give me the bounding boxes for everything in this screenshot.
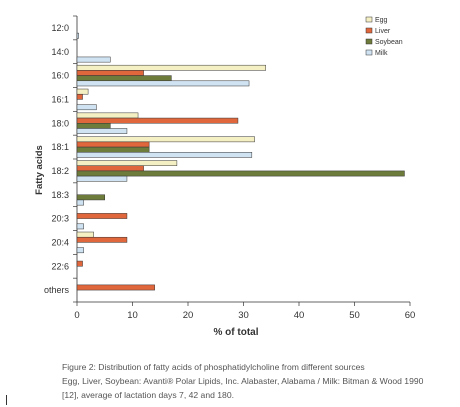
bar-milk-18-3 — [76, 199, 84, 206]
bar-egg-18-2 — [76, 160, 178, 166]
caption-line-1: Figure 2: Distribution of fatty acids of… — [62, 362, 365, 372]
y-category-label: others — [44, 285, 70, 295]
y-category-label: 18:3 — [51, 190, 69, 200]
caption-line-2: Egg, Liver, Soybean: Avanti® Polar Lipid… — [62, 376, 424, 386]
x-tick-label: 10 — [127, 310, 138, 321]
bar-liver-18-2 — [76, 165, 144, 172]
x-tick-label: 60 — [405, 310, 416, 321]
bar-egg-18-1 — [76, 136, 255, 143]
x-tick-label: 0 — [74, 310, 79, 321]
legend-label-egg: Egg — [375, 17, 388, 24]
x-axis-label: % of total — [214, 327, 259, 338]
y-category-label: 14:0 — [51, 47, 69, 57]
bar-milk-18-0 — [76, 128, 128, 134]
bar-egg-18-0 — [76, 112, 139, 119]
legend-label-liver: Liver — [375, 28, 391, 35]
bar-milk-20-4 — [76, 247, 84, 254]
x-tick-label: 40 — [294, 310, 305, 321]
y-category-label: 16:0 — [51, 71, 69, 81]
y-axis-label: Fatty acids — [34, 145, 45, 195]
bar-egg-16-0 — [76, 64, 266, 71]
bar-liver-others — [76, 284, 155, 291]
x-tick-labels: 0 10 20 30 40 50 60 — [74, 302, 415, 321]
margin-mark — [6, 395, 7, 405]
bar-soybean-18-2 — [76, 170, 405, 177]
bar-milk-16-0 — [76, 80, 250, 87]
y-category-label: 12:0 — [51, 23, 69, 33]
bar-liver-22-6 — [76, 260, 83, 267]
caption-line-3: [12], average of lactation days 7, 42 an… — [62, 390, 234, 400]
y-category-label: 20:4 — [51, 237, 69, 247]
bar-milk-12-0 — [76, 32, 79, 39]
x-tick-label: 20 — [183, 310, 194, 321]
legend: Egg Liver Soybean Milk — [365, 16, 403, 57]
legend-swatch-egg — [365, 16, 373, 23]
bar-liver-20-4 — [76, 236, 128, 243]
bar-egg-16-1 — [76, 88, 89, 95]
x-tick-label: 30 — [238, 310, 249, 321]
plot-frame — [73, 15, 410, 303]
bar-liver-16-0 — [76, 70, 144, 76]
y-category-label: 22:6 — [51, 261, 69, 271]
bar-egg-20-4 — [76, 231, 94, 238]
y-category-labels: 12:0 14:0 16:0 16:1 18:0 18:1 18:2 18:3 20:3 20:4… — [44, 23, 70, 295]
legend-label-milk: Milk — [375, 50, 388, 57]
bar-liver-20-3 — [76, 213, 128, 219]
legend-label-soybean: Soybean — [375, 39, 403, 46]
bar-milk-14-0 — [76, 56, 111, 63]
y-category-label: 20:3 — [51, 214, 69, 224]
bar-milk-18-2 — [76, 175, 128, 182]
fatty-acid-bar-chart: 12:0 14:0 16:0 16:1 18:0 18:1 18:2 18:3 20:3 20:4… — [34, 15, 415, 338]
bar-milk-20-3 — [76, 223, 84, 230]
figure-caption: Figure 2: Distribution of fatty acids of… — [62, 360, 457, 402]
bar-milk-18-1 — [76, 152, 253, 158]
bar-soybean-18-0 — [76, 123, 111, 129]
y-category-label: 18:2 — [51, 166, 69, 176]
legend-swatch-soybean — [365, 38, 373, 45]
legend-swatch-milk — [365, 49, 373, 56]
bar-soybean-18-1 — [76, 146, 150, 153]
bar-soybean-18-3 — [76, 194, 105, 201]
legend-swatch-liver — [365, 27, 373, 34]
bar-liver-16-1 — [76, 93, 83, 100]
bar-liver-18-1 — [76, 141, 150, 148]
bar-milk-16-1 — [76, 104, 97, 111]
bar-soybean-16-0 — [76, 75, 172, 82]
bars — [76, 32, 405, 291]
y-category-label: 18:1 — [51, 142, 69, 152]
y-category-label: 16:1 — [51, 94, 69, 104]
y-category-label: 18:0 — [51, 118, 69, 128]
x-tick-label: 50 — [349, 310, 360, 321]
bar-liver-18-0 — [76, 117, 239, 124]
